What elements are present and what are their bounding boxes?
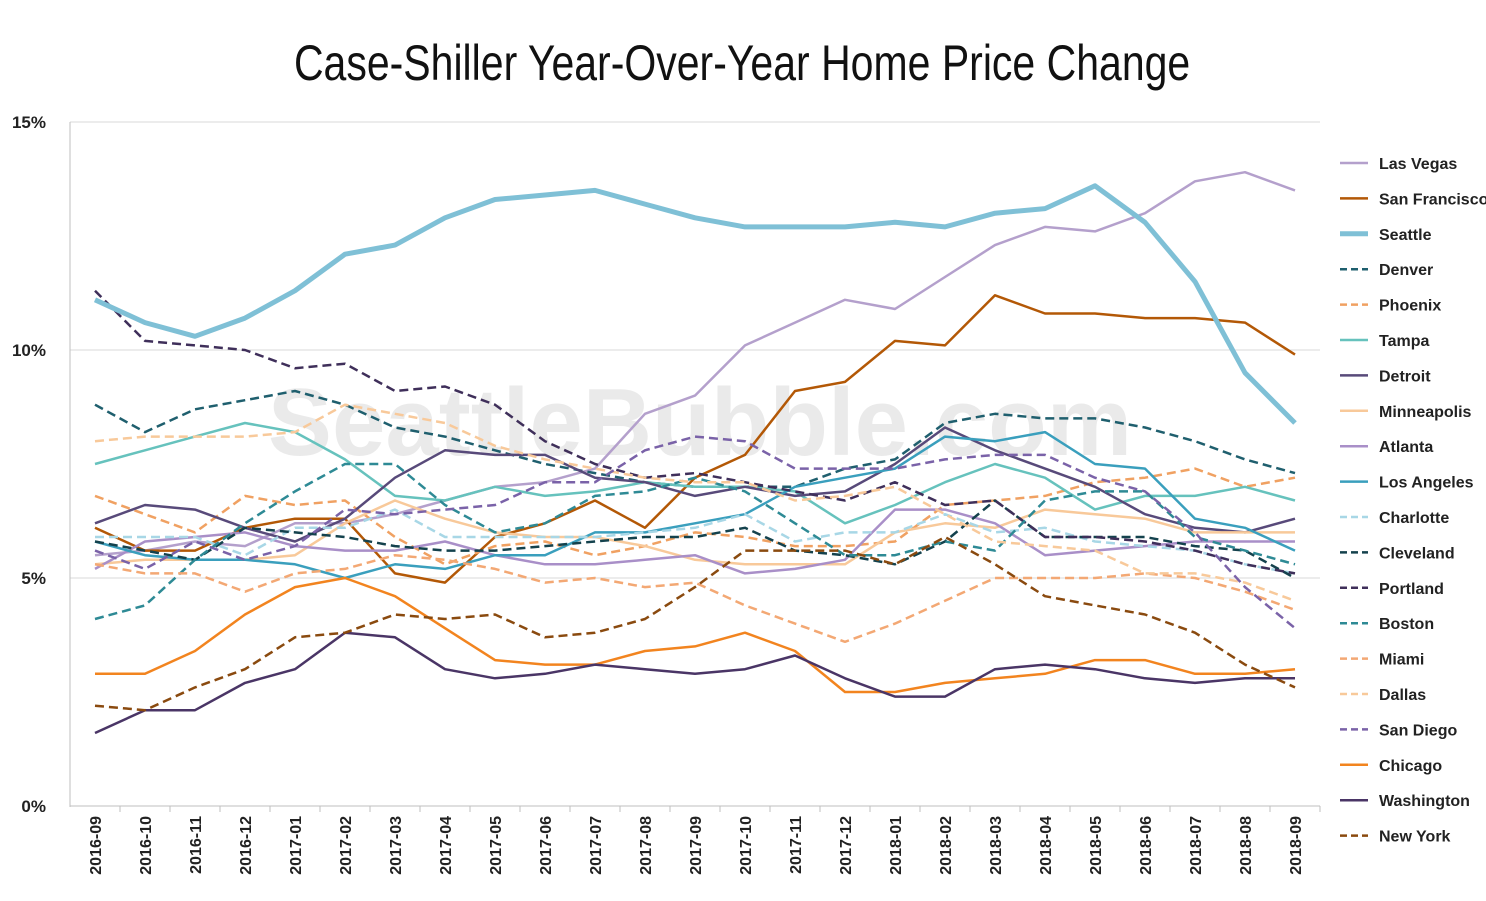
x-tick-label: 2017-04 <box>438 816 455 875</box>
watermark: SeattleBubble.com <box>268 369 1132 476</box>
series-line-atlanta <box>94 508 1295 575</box>
x-tick-label: 2017-08 <box>638 816 655 875</box>
series-line-los-angeles <box>94 430 1296 580</box>
gridlines <box>70 121 1320 579</box>
x-tick-label: 2018-04 <box>1038 816 1055 875</box>
x-tick-label: 2017-02 <box>338 816 355 875</box>
legend-label: Las Vegas <box>1379 156 1457 173</box>
y-axis-ticks: 0% 5% 10% 15% <box>12 113 46 816</box>
x-tick-label: 2018-03 <box>988 816 1005 875</box>
series-line-boston <box>94 462 1296 621</box>
legend-label: Boston <box>1379 616 1434 633</box>
legend-label: Atlanta <box>1379 439 1433 456</box>
series-line-charlotte <box>95 508 1296 575</box>
legend-label: Miami <box>1379 652 1424 669</box>
legend-label: New York <box>1379 829 1451 846</box>
series-line-chicago <box>95 576 1296 694</box>
series-line-washington <box>94 631 1295 735</box>
legend: Las Vegas San Francisco Seattle Denver Phoen… <box>1340 156 1486 846</box>
legend-label: Denver <box>1379 262 1433 279</box>
x-tick-label: 2018-02 <box>938 816 955 875</box>
legend-label: San Diego <box>1379 722 1457 739</box>
x-tick-label: 2018-09 <box>1288 816 1305 875</box>
chart-title: Case-Shiller Year-Over-Year Home Price C… <box>294 35 1190 91</box>
legend-label: San Francisco <box>1379 191 1486 208</box>
legend-label: Minneapolis <box>1379 404 1472 421</box>
series-line-denver <box>94 389 1296 489</box>
x-axis-ticks: 2016-09 2016-10 2016-11 2016-12 2017-01 2017-… <box>88 806 1321 875</box>
x-tick-label: 2018-08 <box>1238 816 1255 875</box>
x-tick-label: 2018-01 <box>888 816 905 875</box>
legend-label: Los Angeles <box>1379 475 1474 492</box>
x-tick-label: 2018-05 <box>1088 816 1105 875</box>
series-line-minneapolis <box>94 499 1295 566</box>
x-tick-label: 2018-06 <box>1138 816 1155 875</box>
legend-label: Seattle <box>1379 227 1432 244</box>
legend-label: Dallas <box>1379 687 1426 704</box>
x-tick-label: 2017-06 <box>538 816 555 875</box>
series-line-san-diego <box>94 435 1296 630</box>
x-tick-label: 2017-03 <box>388 816 405 875</box>
legend-label: Tampa <box>1379 333 1429 350</box>
series-line-miami <box>94 553 1296 644</box>
legend-label: Chicago <box>1379 758 1442 775</box>
x-tick-label: 2017-09 <box>688 816 705 875</box>
series-line-portland <box>94 289 1296 575</box>
x-tick-label: 2016-11 <box>188 816 205 874</box>
series-line-cleveland <box>94 499 1296 580</box>
legend-label: Phoenix <box>1379 298 1441 315</box>
y-tick-label: 15% <box>12 113 46 132</box>
series-line-seattle <box>93 183 1297 425</box>
series-lines <box>93 170 1297 735</box>
x-tick-label: 2017-10 <box>738 816 755 875</box>
series-line-new-york <box>94 535 1296 712</box>
x-tick-label: 2018-07 <box>1188 816 1205 875</box>
legend-label: Portland <box>1379 581 1444 598</box>
series-line-detroit <box>94 426 1296 543</box>
x-tick-label: 2016-12 <box>238 816 255 875</box>
x-tick-label: 2017-05 <box>488 816 505 875</box>
x-tick-label: 2017-12 <box>838 816 855 875</box>
legend-label: Detroit <box>1379 368 1431 385</box>
legend-label: Washington <box>1379 793 1470 810</box>
x-tick-label: 2016-09 <box>88 816 105 875</box>
series-line-dallas <box>94 403 1296 602</box>
x-tick-label: 2017-01 <box>288 816 305 875</box>
legend-label: Charlotte <box>1379 510 1449 527</box>
y-tick-label: 5% <box>21 569 46 588</box>
x-tick-label: 2016-10 <box>138 816 155 875</box>
series-line-phoenix <box>94 467 1296 566</box>
legend-label: Cleveland <box>1379 545 1455 562</box>
x-tick-label: 2017-11 <box>788 816 805 874</box>
x-tick-label: 2017-07 <box>588 816 605 875</box>
y-tick-label: 10% <box>12 341 46 360</box>
series-line-las-vegas <box>94 170 1296 557</box>
y-tick-label: 0% <box>21 797 46 816</box>
